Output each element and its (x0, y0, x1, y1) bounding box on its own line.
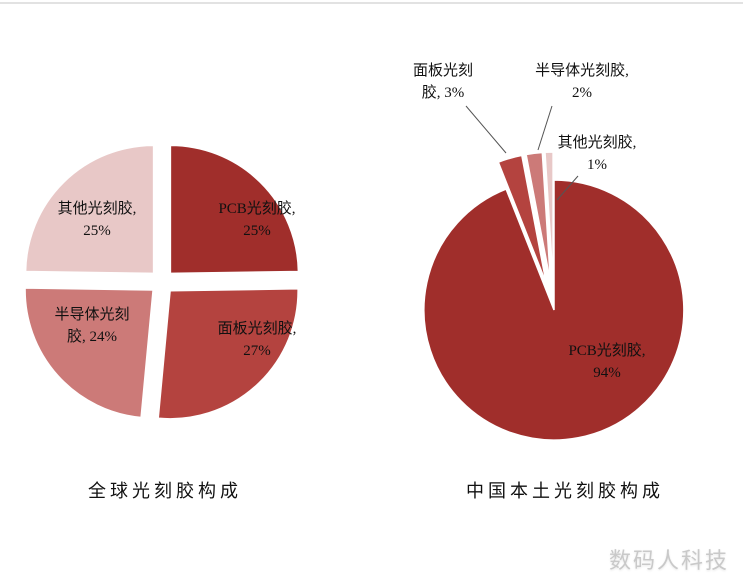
slice-label-china-semiconductor: 半导体光刻胶, 2% (535, 63, 629, 101)
pie-slice-global-0 (169, 144, 300, 275)
slice-label-global-semiconductor: 半导体光刻胶, 24% (54, 307, 130, 345)
leader-line-china-other (556, 175, 579, 201)
slice-label-global-other: 其他光刻胶, 25% (57, 201, 137, 239)
leader-line-china-semiconductor (537, 105, 553, 151)
top-divider (0, 2, 743, 4)
pie-slice-china-3 (544, 151, 554, 283)
pie-slice-china-1 (497, 154, 547, 284)
pie-slice-global-2 (24, 287, 154, 419)
slice-label-china-panel: 面板光刻胶, 3% (412, 63, 473, 101)
pie-slice-global-1 (157, 288, 299, 420)
slice-label-china-pcb: PCB光刻胶, 94% (568, 343, 646, 381)
chart-title-global: 全球光刻胶构成 (88, 481, 242, 501)
slice-label-china-other: 其他光刻胶, 1% (557, 135, 637, 173)
leader-line-china-panel (465, 105, 507, 154)
pie-slice-china-2 (525, 151, 552, 283)
pie-slice-china-0 (423, 179, 685, 441)
watermark-text: 数码人科技 (608, 548, 729, 573)
slice-label-global-pcb: PCB光刻胶, 25% (218, 201, 296, 239)
chart-title-china: 中国本土光刻胶构成 (466, 481, 664, 501)
slice-label-global-panel: 面板光刻胶, 27% (217, 321, 297, 359)
pie-slice-global-3 (24, 144, 155, 275)
